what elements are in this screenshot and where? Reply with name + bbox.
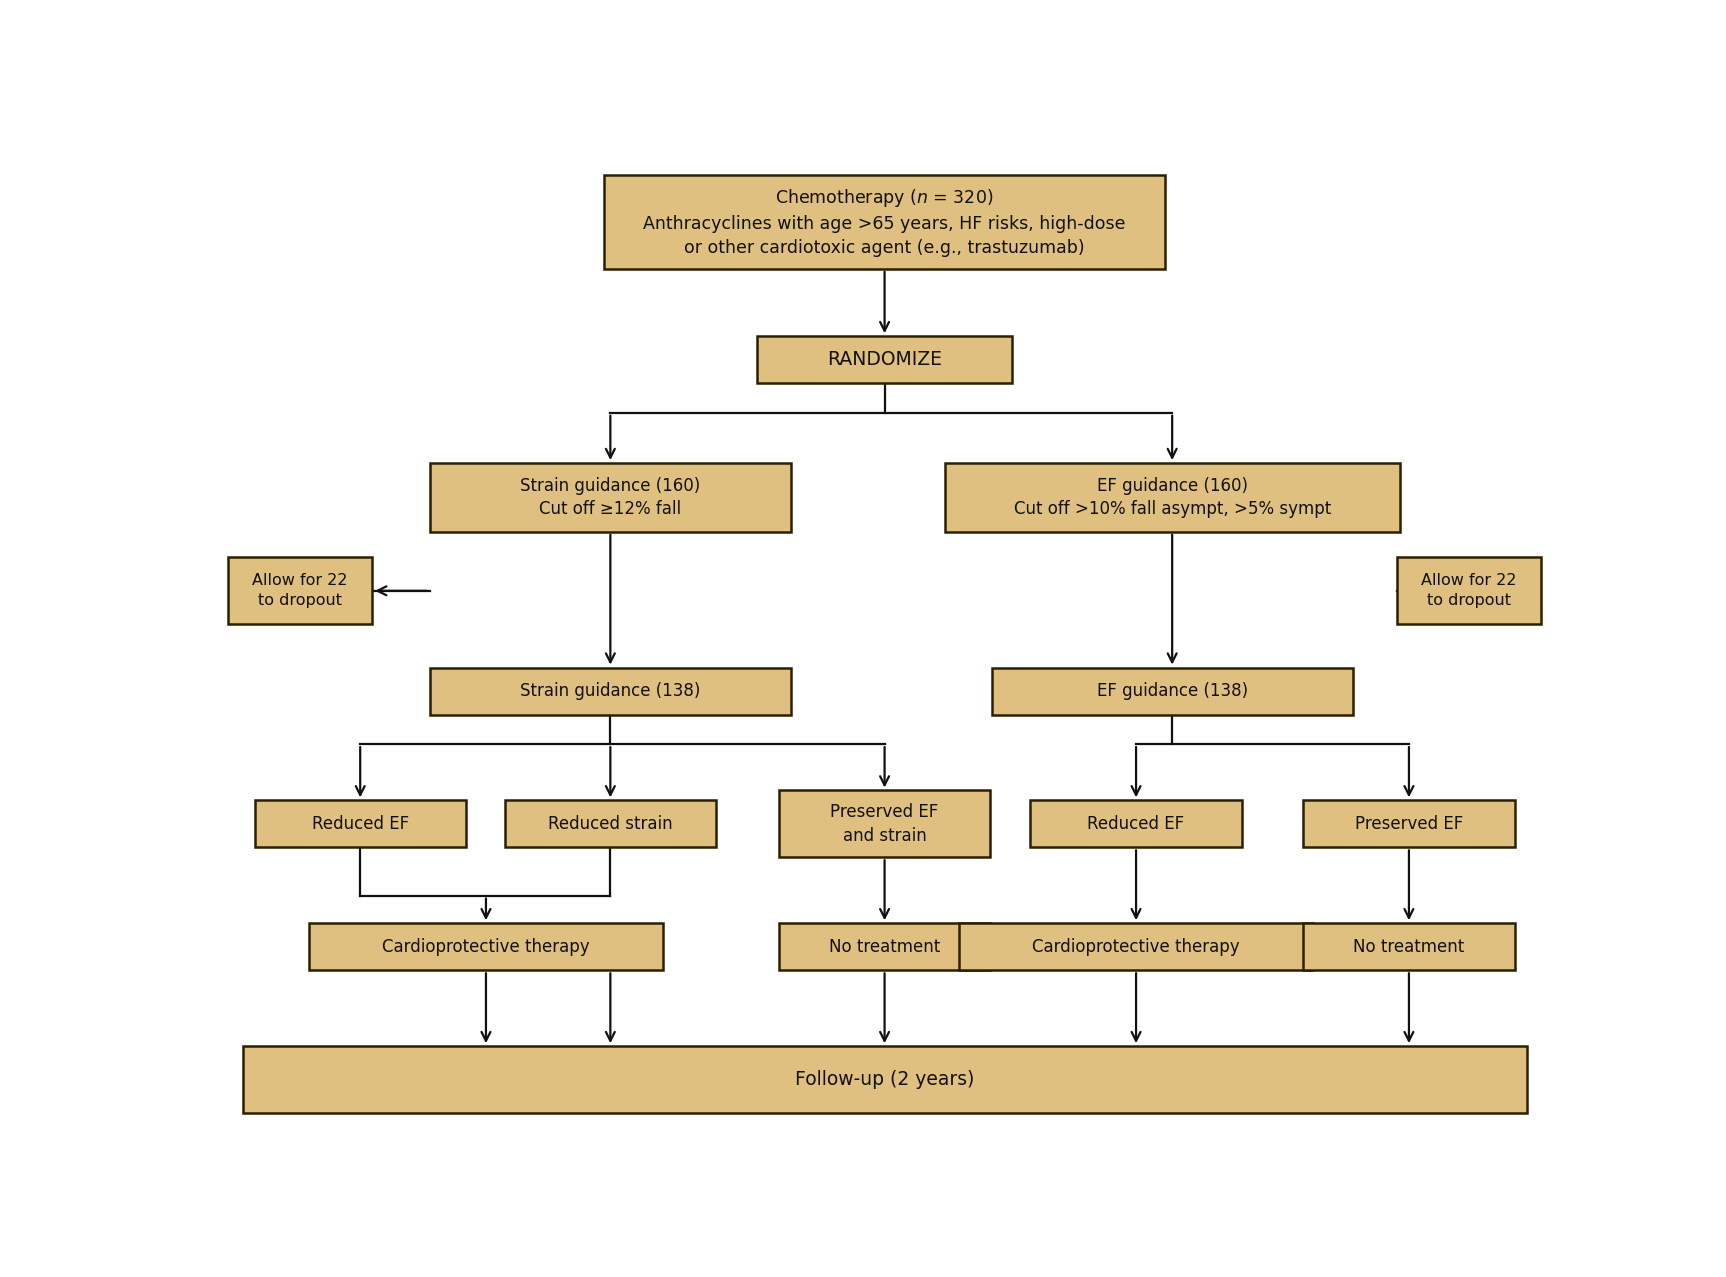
Text: Reduced EF: Reduced EF bbox=[312, 815, 409, 833]
FancyBboxPatch shape bbox=[504, 801, 716, 848]
Text: EF guidance (138): EF guidance (138) bbox=[1096, 682, 1248, 700]
FancyBboxPatch shape bbox=[309, 923, 663, 971]
Text: Reduced strain: Reduced strain bbox=[549, 815, 673, 833]
Text: Preserved EF: Preserved EF bbox=[1355, 815, 1464, 833]
Text: Cardioprotective therapy: Cardioprotective therapy bbox=[1032, 937, 1239, 955]
Text: Reduced EF: Reduced EF bbox=[1087, 815, 1184, 833]
FancyBboxPatch shape bbox=[1396, 557, 1541, 624]
Text: No treatment: No treatment bbox=[1353, 937, 1465, 955]
Text: No treatment: No treatment bbox=[828, 937, 941, 955]
Text: EF guidance (160)
Cut off >10% fall asympt, >5% sympt: EF guidance (160) Cut off >10% fall asym… bbox=[1013, 476, 1331, 518]
Text: Allow for 22
to dropout: Allow for 22 to dropout bbox=[1422, 573, 1517, 608]
FancyBboxPatch shape bbox=[758, 336, 1011, 383]
FancyBboxPatch shape bbox=[242, 1046, 1528, 1114]
FancyBboxPatch shape bbox=[228, 557, 373, 624]
FancyBboxPatch shape bbox=[1303, 923, 1515, 971]
Text: Preserved EF
and strain: Preserved EF and strain bbox=[830, 803, 939, 844]
Text: RANDOMIZE: RANDOMIZE bbox=[827, 350, 942, 369]
FancyBboxPatch shape bbox=[1030, 801, 1241, 848]
FancyBboxPatch shape bbox=[1303, 801, 1515, 848]
FancyBboxPatch shape bbox=[430, 464, 791, 531]
Text: Chemotherapy ($n$ = 320)
Anthracyclines with age >65 years, HF risks, high-dose
: Chemotherapy ($n$ = 320) Anthracyclines … bbox=[644, 188, 1125, 257]
Text: Strain guidance (138): Strain guidance (138) bbox=[520, 682, 701, 700]
FancyBboxPatch shape bbox=[604, 175, 1165, 268]
Text: Allow for 22
to dropout: Allow for 22 to dropout bbox=[252, 573, 347, 608]
FancyBboxPatch shape bbox=[430, 668, 791, 715]
FancyBboxPatch shape bbox=[778, 790, 991, 857]
Text: Strain guidance (160)
Cut off ≥12% fall: Strain guidance (160) Cut off ≥12% fall bbox=[520, 476, 701, 518]
FancyBboxPatch shape bbox=[991, 668, 1353, 715]
FancyBboxPatch shape bbox=[254, 801, 466, 848]
Text: Follow-up (2 years): Follow-up (2 years) bbox=[796, 1070, 973, 1089]
FancyBboxPatch shape bbox=[944, 464, 1400, 531]
FancyBboxPatch shape bbox=[960, 923, 1313, 971]
Text: Cardioprotective therapy: Cardioprotective therapy bbox=[381, 937, 590, 955]
FancyBboxPatch shape bbox=[778, 923, 991, 971]
